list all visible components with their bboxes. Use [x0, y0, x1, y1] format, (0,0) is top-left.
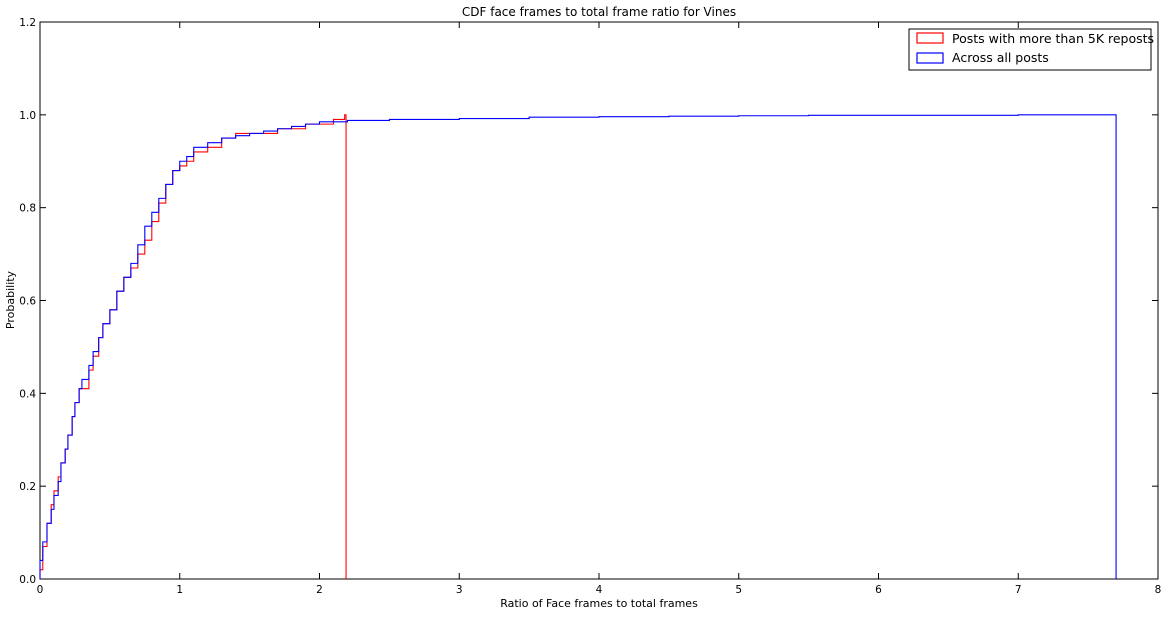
chart-title: CDF face frames to total frame ratio for…: [462, 5, 736, 19]
legend-swatch-red: [916, 32, 944, 44]
y-tick-label: 0.0: [19, 574, 36, 586]
legend-swatch-blue: [916, 52, 944, 64]
series-layer: [39, 114, 1117, 579]
x-tick-label: 2: [316, 584, 323, 596]
series-line-red: [39, 114, 347, 579]
legend-label-blue: Across all posts: [952, 50, 1049, 65]
y-tick-label: 0.4: [19, 388, 36, 400]
x-tick-label: 8: [1155, 584, 1162, 596]
x-tick-label: 6: [875, 584, 882, 596]
legend: Posts with more than 5K reposts Across a…: [908, 28, 1154, 71]
y-tick-label: 0.8: [19, 203, 36, 215]
x-axis-title: Ratio of Face frames to total frames: [500, 597, 698, 610]
y-axis-title: Probability: [4, 270, 17, 329]
series-line-blue: [39, 114, 1117, 579]
x-tick-label: 7: [1015, 584, 1022, 596]
legend-box: [908, 28, 1152, 71]
plot-area-frame: [39, 21, 1159, 580]
y-tick-label: 0.6: [19, 296, 36, 308]
x-tick-label: 1: [176, 584, 183, 596]
legend-label-red: Posts with more than 5K reposts: [952, 31, 1154, 46]
y-tick-label: 0.2: [19, 481, 36, 493]
x-tick-label: 5: [735, 584, 742, 596]
x-tick-label: 4: [596, 584, 603, 596]
ticks-layer: 0 1 2 3 4 5 6 7 8 0.0 0.2 0.4 0.6 0.8 1.0 1.2: [19, 17, 1161, 596]
y-tick-label: 1.0: [19, 110, 36, 122]
x-tick-label: 3: [456, 584, 463, 596]
y-tick-label: 1.2: [19, 17, 36, 29]
x-tick-label: 0: [37, 584, 44, 596]
